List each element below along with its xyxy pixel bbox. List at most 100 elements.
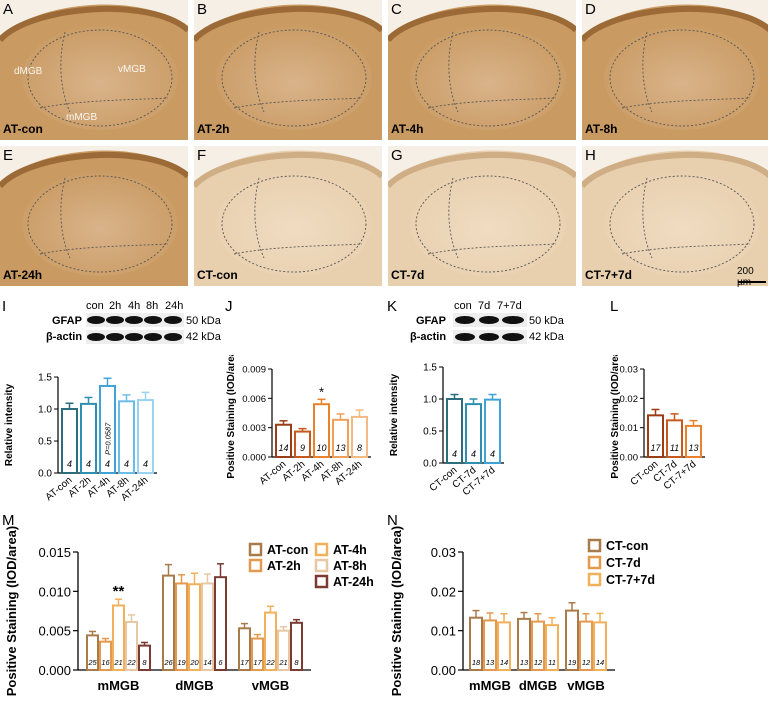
bar [214,576,227,671]
panel-letter-g: G [391,147,403,164]
bar [332,418,349,458]
blot-i-kda-1: 50 kDa [186,315,221,327]
panel-condition-d: AT-8h [585,122,618,136]
blot-k-lane-0: con [454,300,472,312]
panel-letter-h: H [585,147,596,164]
y-tick-label: 0.010 [38,584,71,599]
n-label: 9 [300,443,305,453]
chart-m: 0.000 0.005 0.010 0.015 Positive Staining (I… [4,526,374,697]
category-label: mMGB [469,678,511,693]
category-label: dMGB [519,678,557,693]
blot-k-kda-1: 50 kDa [529,315,564,327]
bar [277,629,290,671]
y-axis-label: Positive Staining (IOD/area) [226,355,237,479]
legend-label: AT-8h [333,559,367,573]
y-tick-label: 0.009 [242,365,266,376]
bar [484,398,501,464]
histology-panel-h: H CT-7+7d [582,146,768,286]
y-tick-label: 0.000 [38,663,71,678]
histology-panel-a: A AT-con dMGB vMGB mMGB [0,0,188,140]
panel-condition-f: CT-con [197,268,238,282]
blot-i-row-actin: β-actin [46,331,83,343]
legend-label: CT-7+7d [606,573,655,587]
n-label: 4 [452,449,457,459]
n-label: 4 [105,459,110,469]
blot-k-row-actin: β-actin [410,331,447,343]
n-label: 21 [278,658,287,667]
bar [80,402,97,475]
panel-letter-l: L [610,298,619,315]
y-tick-label: 0.00 [431,663,456,678]
y-tick-label: 1.0 [423,395,437,406]
panel-letter-k: K [387,298,398,315]
n-label: 4 [124,459,129,469]
y-tick-label: 0.03 [431,545,456,560]
legend-swatch [587,555,602,570]
n-label: 4 [86,459,91,469]
n-label: 18 [472,658,481,667]
n-label: 11 [548,658,556,667]
y-tick-label: 0.006 [242,394,266,405]
blot-k-lane-2: 7+7d [497,300,522,312]
blot-i-lane-2: 4h [128,300,141,312]
scalebar-line [738,281,766,283]
n-label: 8 [294,658,299,667]
panel-letter-e: E [3,147,14,164]
n-label: 20 [189,658,199,667]
blot-i-lane-4: 24h [165,300,184,312]
bar [188,583,201,671]
n-label: 13 [335,443,345,453]
histology-panel-d: D AT-8h [582,0,768,140]
legend-swatch [248,542,263,557]
y-tick-label: 1.0 [38,405,52,416]
panel-letter-n: N [387,512,398,529]
n-label: 14 [278,443,288,453]
panel-letter-j: J [225,298,233,315]
y-axis-label: Relative intensity [389,373,400,456]
legend-swatch [314,574,329,589]
n-label: 14 [500,658,508,667]
legend-label: CT-7d [606,556,641,570]
n-label: 13 [688,443,698,453]
n-label: 22 [265,658,275,667]
y-tick-label: 0.5 [423,427,437,438]
n-label: 19 [177,658,186,667]
blot-i-lane-1: 2h [109,300,122,312]
y-tick-label: 1.5 [38,373,52,384]
category-label: dMGB [175,678,213,693]
blot-k-bands [453,313,527,344]
panel-letter-m: M [2,512,15,529]
chart-n: 0.00 0.01 0.02 0.03 Positive Staining (IOD/a… [389,526,655,697]
blot-k-kda-2: 42 kDa [529,331,564,343]
n-label: 25 [87,658,97,667]
y-axis-label: Positive Staining (IOD/area) [389,526,404,697]
legend-swatch [314,542,329,557]
n-label: 22 [126,658,136,667]
n-label: 12 [534,658,543,667]
panel-condition-a: AT-con [3,122,43,136]
chart-j: 0.000 0.003 0.006 0.009 Positive Staining (I… [226,355,371,488]
bar [118,400,135,474]
bar [264,611,277,671]
n-label: 4 [143,459,148,469]
n-label: 17 [240,658,249,667]
panel-letter-d: D [585,1,596,18]
n-label: 14 [203,658,211,667]
y-tick-label: 0.0 [423,459,437,470]
blot-i-lane-3: 8h [146,300,159,312]
n-label: 4 [67,459,72,469]
region-label-mmgb: mMGB [66,112,98,123]
bar [685,424,702,459]
n-label: 10 [316,443,326,453]
legend-label: AT-4h [333,543,367,557]
legend-swatch [587,538,602,553]
panel-letter-i: I [2,298,7,315]
y-axis-label: Relative intensity [4,383,15,466]
panel-condition-b: AT-2h [197,122,230,136]
legend-swatch [248,558,263,573]
scalebar-label: 200 µm [737,266,754,288]
y-tick-label: 0.00 [620,453,639,464]
significance-star: ** [113,583,125,600]
significance-star: * [319,384,324,399]
